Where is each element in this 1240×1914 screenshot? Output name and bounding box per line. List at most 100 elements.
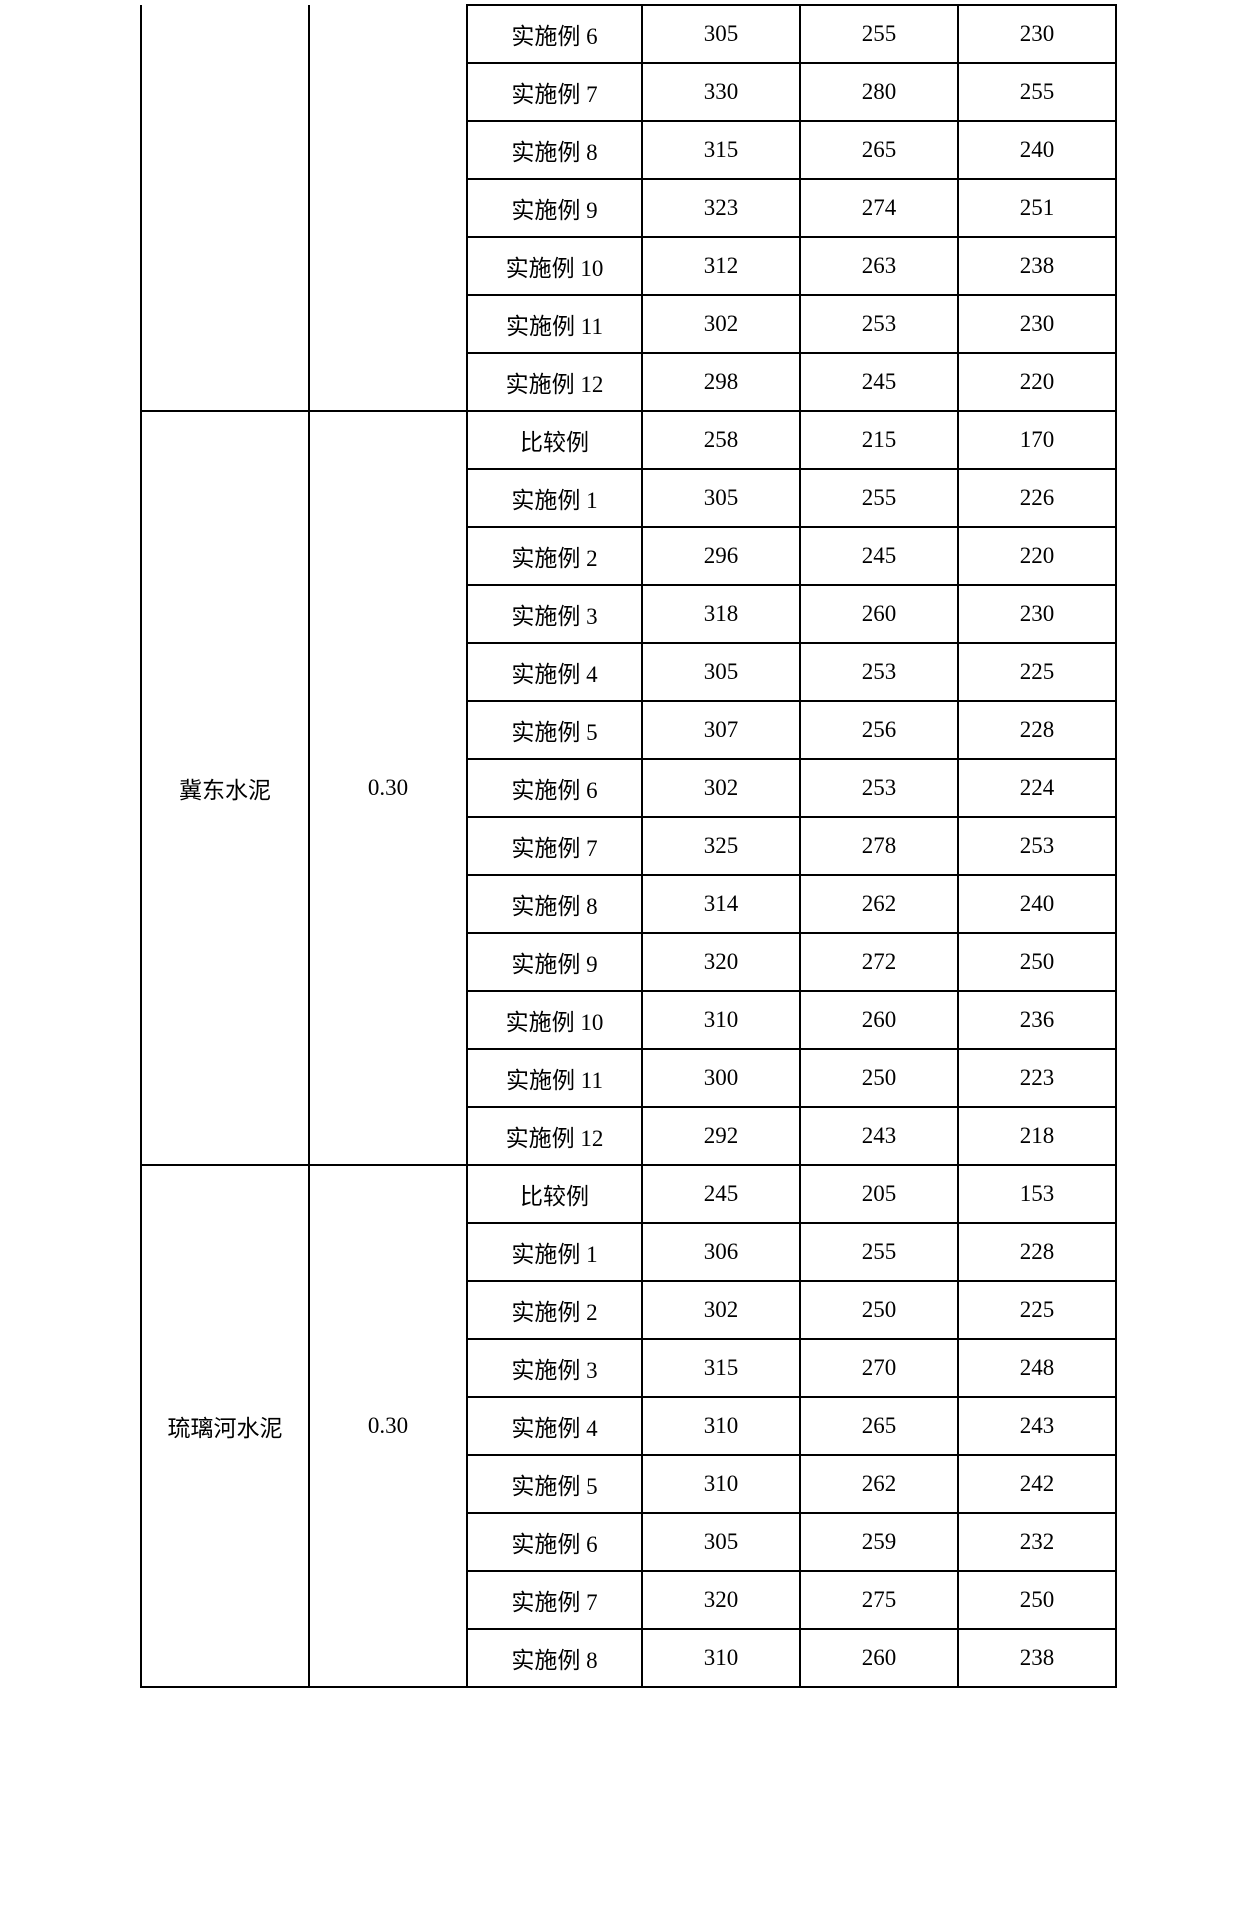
example-label-cell: 实施例 9 — [467, 179, 642, 237]
example-label-cell: 实施例 6 — [467, 5, 642, 63]
value-cell: 315 — [642, 121, 800, 179]
example-label-cell: 实施例 3 — [467, 1339, 642, 1397]
value-cell: 215 — [800, 411, 958, 469]
value-cell: 292 — [642, 1107, 800, 1165]
value-cell: 238 — [958, 237, 1116, 295]
value-cell: 253 — [958, 817, 1116, 875]
value-cell: 262 — [800, 1455, 958, 1513]
value-cell: 307 — [642, 701, 800, 759]
value-cell: 320 — [642, 933, 800, 991]
value-cell: 220 — [958, 527, 1116, 585]
value-cell: 253 — [800, 295, 958, 353]
value-cell: 296 — [642, 527, 800, 585]
value-cell: 253 — [800, 643, 958, 701]
value-cell: 312 — [642, 237, 800, 295]
value-cell: 272 — [800, 933, 958, 991]
example-label-cell: 实施例 8 — [467, 121, 642, 179]
value-cell: 205 — [800, 1165, 958, 1223]
example-label-cell: 实施例 10 — [467, 237, 642, 295]
value-cell: 248 — [958, 1339, 1116, 1397]
ratio-cell — [309, 5, 467, 411]
value-cell: 325 — [642, 817, 800, 875]
value-cell: 314 — [642, 875, 800, 933]
value-cell: 255 — [958, 63, 1116, 121]
example-label-cell: 实施例 12 — [467, 353, 642, 411]
example-label-cell: 实施例 2 — [467, 1281, 642, 1339]
value-cell: 230 — [958, 295, 1116, 353]
value-cell: 225 — [958, 1281, 1116, 1339]
value-cell: 240 — [958, 121, 1116, 179]
value-cell: 302 — [642, 759, 800, 817]
value-cell: 260 — [800, 1629, 958, 1687]
value-cell: 258 — [642, 411, 800, 469]
value-cell: 245 — [800, 353, 958, 411]
value-cell: 259 — [800, 1513, 958, 1571]
value-cell: 232 — [958, 1513, 1116, 1571]
value-cell: 243 — [958, 1397, 1116, 1455]
example-label-cell: 实施例 11 — [467, 1049, 642, 1107]
value-cell: 305 — [642, 5, 800, 63]
example-label-cell: 实施例 4 — [467, 1397, 642, 1455]
value-cell: 300 — [642, 1049, 800, 1107]
value-cell: 310 — [642, 1397, 800, 1455]
value-cell: 230 — [958, 5, 1116, 63]
example-label-cell: 实施例 3 — [467, 585, 642, 643]
example-label-cell: 实施例 7 — [467, 817, 642, 875]
value-cell: 305 — [642, 1513, 800, 1571]
value-cell: 320 — [642, 1571, 800, 1629]
value-cell: 265 — [800, 121, 958, 179]
value-cell: 255 — [800, 5, 958, 63]
value-cell: 245 — [642, 1165, 800, 1223]
table-row: 冀东水泥0.30比较例258215170 — [141, 411, 1116, 469]
value-cell: 242 — [958, 1455, 1116, 1513]
example-label-cell: 实施例 7 — [467, 63, 642, 121]
value-cell: 262 — [800, 875, 958, 933]
value-cell: 170 — [958, 411, 1116, 469]
example-label-cell: 实施例 2 — [467, 527, 642, 585]
value-cell: 245 — [800, 527, 958, 585]
value-cell: 270 — [800, 1339, 958, 1397]
value-cell: 302 — [642, 1281, 800, 1339]
table-row: 琉璃河水泥0.30比较例245205153 — [141, 1165, 1116, 1223]
value-cell: 236 — [958, 991, 1116, 1049]
value-cell: 305 — [642, 469, 800, 527]
value-cell: 310 — [642, 1455, 800, 1513]
cement-name-cell: 冀东水泥 — [141, 411, 309, 1165]
value-cell: 315 — [642, 1339, 800, 1397]
value-cell: 243 — [800, 1107, 958, 1165]
value-cell: 230 — [958, 585, 1116, 643]
example-label-cell: 实施例 5 — [467, 1455, 642, 1513]
example-label-cell: 实施例 6 — [467, 759, 642, 817]
value-cell: 255 — [800, 1223, 958, 1281]
example-label-cell: 实施例 10 — [467, 991, 642, 1049]
value-cell: 250 — [800, 1049, 958, 1107]
value-cell: 274 — [800, 179, 958, 237]
example-label-cell: 实施例 6 — [467, 1513, 642, 1571]
page: 实施例 6305255230实施例 7330280255实施例 83152652… — [0, 0, 1240, 1708]
value-cell: 306 — [642, 1223, 800, 1281]
cement-name-cell: 琉璃河水泥 — [141, 1165, 309, 1687]
example-label-cell: 实施例 8 — [467, 1629, 642, 1687]
value-cell: 228 — [958, 701, 1116, 759]
value-cell: 305 — [642, 643, 800, 701]
example-label-cell: 实施例 11 — [467, 295, 642, 353]
value-cell: 278 — [800, 817, 958, 875]
value-cell: 218 — [958, 1107, 1116, 1165]
example-label-cell: 实施例 12 — [467, 1107, 642, 1165]
value-cell: 260 — [800, 585, 958, 643]
value-cell: 250 — [958, 933, 1116, 991]
example-label-cell: 实施例 7 — [467, 1571, 642, 1629]
example-label-cell: 比较例 — [467, 411, 642, 469]
ratio-cell: 0.30 — [309, 411, 467, 1165]
value-cell: 223 — [958, 1049, 1116, 1107]
value-cell: 255 — [800, 469, 958, 527]
value-cell: 224 — [958, 759, 1116, 817]
value-cell: 330 — [642, 63, 800, 121]
value-cell: 251 — [958, 179, 1116, 237]
value-cell: 226 — [958, 469, 1116, 527]
value-cell: 318 — [642, 585, 800, 643]
value-cell: 250 — [800, 1281, 958, 1339]
value-cell: 256 — [800, 701, 958, 759]
value-cell: 302 — [642, 295, 800, 353]
value-cell: 310 — [642, 1629, 800, 1687]
